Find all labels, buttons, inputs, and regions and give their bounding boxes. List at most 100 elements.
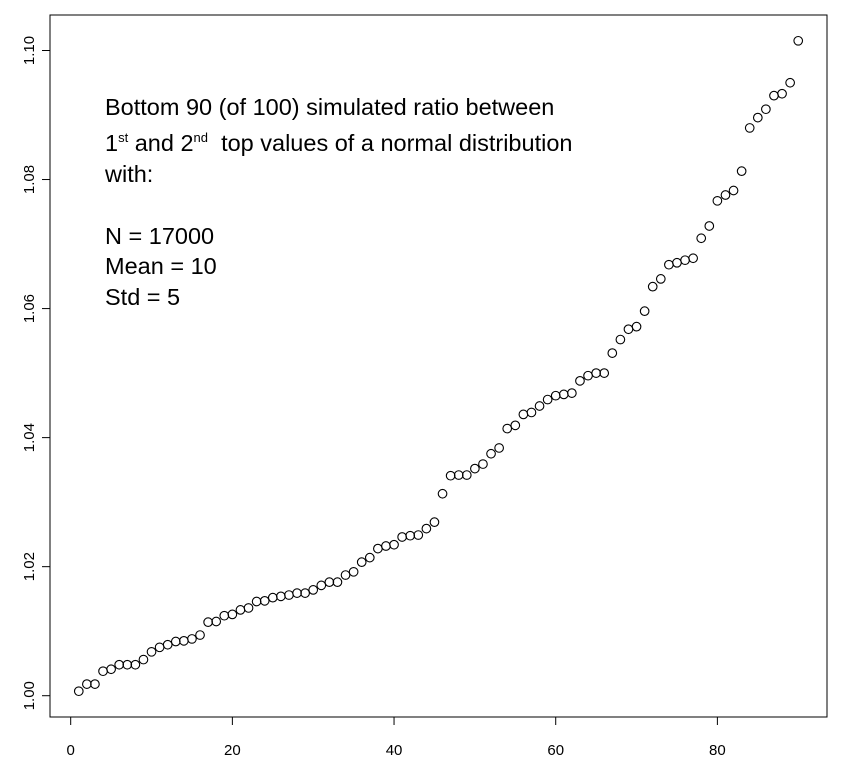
data-point xyxy=(680,255,690,266)
data-point xyxy=(122,659,133,670)
data-point xyxy=(348,566,359,577)
data-point xyxy=(744,123,755,133)
data-point xyxy=(461,470,472,480)
data-point xyxy=(769,90,779,101)
data-point xyxy=(631,321,642,332)
data-point xyxy=(219,610,230,621)
y-tick-label: 1.02 xyxy=(21,552,38,581)
data-point xyxy=(373,543,383,554)
data-point xyxy=(575,375,585,386)
annotation-std: Std = 5 xyxy=(105,284,181,310)
data-point xyxy=(421,523,432,534)
data-point xyxy=(284,590,294,600)
data-point xyxy=(227,609,238,620)
x-tick-label: 60 xyxy=(547,742,564,759)
x-tick-label: 80 xyxy=(709,742,726,759)
data-point xyxy=(672,257,682,268)
data-point xyxy=(179,636,189,646)
data-point xyxy=(259,596,270,606)
data-point xyxy=(82,679,92,689)
data-point xyxy=(130,659,141,670)
annotation-line-1: Bottom 90 (of 100) simulated ratio betwe… xyxy=(105,94,555,120)
data-point xyxy=(356,557,367,567)
y-tick-label: 1.00 xyxy=(21,681,38,710)
data-point xyxy=(494,443,504,453)
data-point xyxy=(550,390,561,401)
annotation-part: top values of a normal distribution xyxy=(208,130,573,156)
data-point xyxy=(389,539,399,550)
data-point xyxy=(324,577,335,587)
data-point xyxy=(712,195,723,206)
data-point xyxy=(639,306,650,317)
superscript-nd: nd xyxy=(193,130,209,145)
annotation-line-3: with: xyxy=(105,161,154,187)
data-point xyxy=(381,541,391,551)
annotation-line-2: 1st and 2nd top values of a normal distr… xyxy=(105,131,572,156)
data-point xyxy=(785,77,795,88)
y-tick-label: 1.06 xyxy=(21,294,38,323)
data-point xyxy=(752,112,763,123)
data-point xyxy=(583,370,593,381)
data-point xyxy=(558,389,569,400)
data-point xyxy=(405,530,416,541)
data-point xyxy=(114,659,125,670)
data-point xyxy=(664,259,674,270)
data-point xyxy=(453,470,464,480)
data-point xyxy=(542,394,553,405)
data-point xyxy=(518,409,529,420)
data-point xyxy=(623,324,634,335)
data-point xyxy=(170,636,181,647)
x-tick-label: 0 xyxy=(67,742,75,759)
data-points xyxy=(73,35,804,697)
data-point xyxy=(696,233,707,244)
data-point xyxy=(647,281,658,292)
data-point xyxy=(332,577,343,587)
data-point xyxy=(397,532,407,542)
data-point xyxy=(243,603,254,613)
x-tick-label: 20 xyxy=(224,742,241,759)
data-point xyxy=(761,104,771,115)
annotation-part: 1 xyxy=(105,130,119,156)
data-point xyxy=(567,388,577,398)
data-point xyxy=(736,166,747,176)
data-point xyxy=(607,348,618,358)
y-tick-label: 1.10 xyxy=(21,36,38,65)
data-point xyxy=(510,420,521,431)
data-point xyxy=(276,591,286,602)
data-point xyxy=(308,585,319,595)
data-point xyxy=(187,634,197,644)
data-point xyxy=(486,448,496,459)
plot-frame xyxy=(49,14,828,718)
annotation-part: and 2 xyxy=(128,130,194,156)
data-point xyxy=(599,368,610,378)
data-point xyxy=(429,517,440,527)
data-point xyxy=(502,423,513,434)
data-point xyxy=(235,605,246,615)
data-point xyxy=(106,664,116,675)
x-tick-label: 40 xyxy=(386,742,403,759)
data-point xyxy=(316,580,327,591)
data-point xyxy=(688,253,698,264)
data-point xyxy=(720,190,731,200)
superscript-st: st xyxy=(118,130,129,145)
data-point xyxy=(777,88,787,99)
x-axis: 0 20 40 60 80 xyxy=(67,716,726,759)
data-point xyxy=(655,274,666,284)
data-point xyxy=(138,654,149,665)
data-point xyxy=(591,368,601,378)
data-point xyxy=(203,617,213,628)
data-point xyxy=(526,407,537,418)
y-axis: 1.00 1.02 1.04 1.06 1.08 1.10 xyxy=(21,36,51,710)
data-point xyxy=(211,616,222,627)
data-point xyxy=(413,530,424,540)
data-point xyxy=(478,459,488,469)
data-point xyxy=(98,666,108,677)
data-point xyxy=(146,646,157,657)
data-point xyxy=(445,470,456,481)
data-point xyxy=(793,35,804,46)
data-point xyxy=(340,570,351,580)
y-tick-label: 1.08 xyxy=(21,165,38,194)
data-point xyxy=(728,185,739,196)
data-point xyxy=(267,592,278,603)
annotation-mean: Mean = 10 xyxy=(105,253,217,279)
